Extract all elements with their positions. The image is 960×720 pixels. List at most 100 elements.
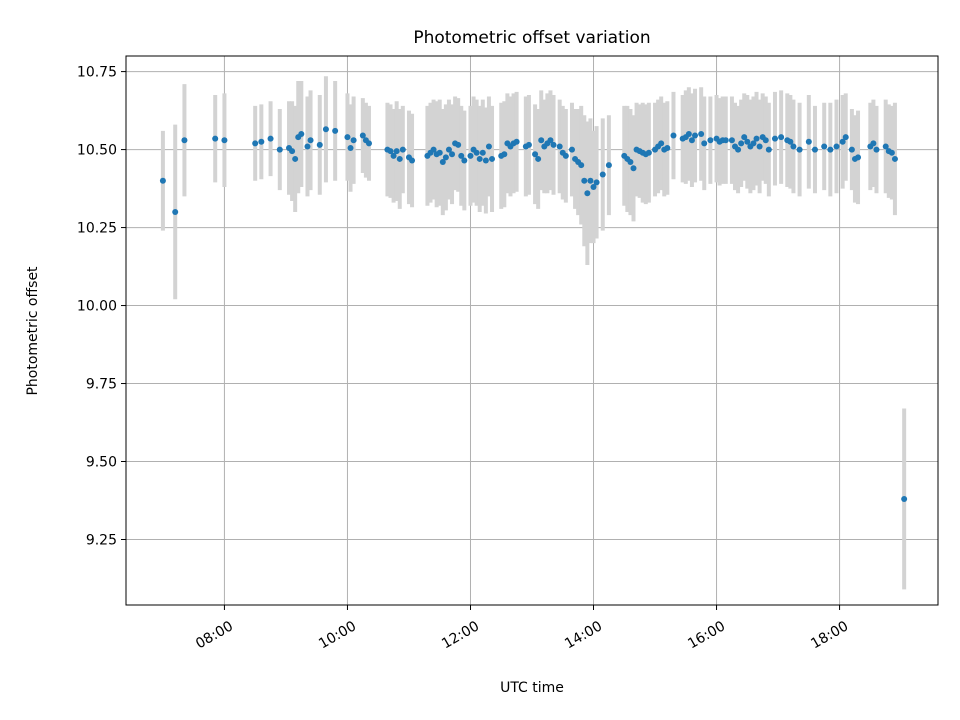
data-point (458, 152, 465, 159)
data-point (728, 137, 735, 144)
data-point (449, 151, 456, 158)
data-point (735, 146, 742, 153)
data-point (390, 152, 397, 159)
data-point (855, 154, 862, 161)
data-point (393, 148, 400, 155)
data-point (307, 137, 314, 144)
data-point (627, 159, 634, 166)
data-point (796, 146, 803, 153)
data-point (159, 177, 166, 184)
data-point (547, 137, 554, 144)
data-point (811, 146, 818, 153)
data-point (891, 155, 898, 162)
data-point (181, 137, 188, 144)
data-point (756, 143, 763, 150)
data-point (685, 130, 692, 137)
data-point (827, 146, 834, 153)
data-points (159, 126, 908, 502)
data-point (430, 146, 437, 153)
x-axis-ticks: 08:00 10:00 12:00 14:00 16:00 18:00 (193, 605, 851, 652)
y-tick-label: 10.00 (77, 299, 117, 315)
data-point (664, 145, 671, 152)
data-point (212, 135, 219, 142)
data-point (698, 130, 705, 137)
data-point (670, 132, 677, 139)
data-point (445, 146, 452, 153)
data-point (461, 157, 468, 164)
data-point (870, 140, 877, 147)
data-point (399, 146, 406, 153)
data-point (753, 135, 760, 142)
x-tick-label: 10:00 (316, 618, 359, 652)
data-point (409, 157, 416, 164)
data-point (630, 165, 637, 172)
data-point (765, 146, 772, 153)
data-point (489, 155, 496, 162)
data-point (436, 149, 443, 156)
data-point (593, 179, 600, 186)
data-point (833, 143, 840, 150)
data-point (888, 149, 895, 156)
data-point (901, 495, 908, 502)
data-point (538, 137, 545, 144)
data-point (387, 148, 394, 155)
chart-title: Photometric offset variation (413, 28, 650, 48)
data-point (658, 140, 665, 147)
data-point (359, 132, 366, 139)
data-point (821, 143, 828, 150)
data-point (292, 155, 299, 162)
data-point (513, 138, 520, 145)
data-point (645, 149, 652, 156)
y-axis-ticks: 9.25 9.50 9.75 10.00 10.25 10.50 10.75 (77, 65, 126, 548)
data-point (568, 146, 575, 153)
data-point (439, 159, 446, 166)
x-axis-label: UTC time (500, 680, 564, 696)
data-point (581, 177, 588, 184)
data-point (298, 130, 305, 137)
data-point (692, 132, 699, 139)
data-point (590, 184, 597, 191)
data-point (556, 143, 563, 150)
x-tick-label: 18:00 (808, 618, 851, 652)
data-point (873, 146, 880, 153)
data-point (701, 140, 708, 147)
data-point (479, 149, 486, 156)
data-point (605, 162, 612, 169)
y-tick-label: 10.25 (77, 221, 117, 237)
data-point (750, 140, 757, 147)
data-point (350, 137, 357, 144)
data-point (599, 171, 606, 178)
data-point (316, 141, 323, 148)
data-point (882, 143, 889, 150)
data-point (304, 143, 311, 150)
y-tick-label: 10.75 (77, 65, 117, 81)
y-tick-label: 9.75 (86, 377, 117, 393)
data-point (707, 137, 714, 144)
data-point (738, 140, 745, 147)
data-point (525, 141, 532, 148)
data-point (473, 149, 480, 156)
data-point (455, 141, 462, 148)
data-point (842, 134, 849, 141)
data-point (771, 135, 778, 142)
data-point (276, 146, 283, 153)
data-point (584, 190, 591, 197)
data-point (787, 138, 794, 145)
data-point (485, 143, 492, 150)
data-point (482, 157, 489, 164)
data-point (587, 177, 594, 184)
data-point (535, 155, 542, 162)
data-point (741, 134, 748, 141)
data-point (562, 152, 569, 159)
data-point (762, 137, 769, 144)
data-point (322, 126, 329, 133)
data-point (578, 162, 585, 169)
data-point (258, 138, 265, 145)
data-point (744, 138, 751, 145)
data-point (332, 127, 339, 134)
data-point (722, 137, 729, 144)
y-tick-label: 9.25 (86, 532, 117, 548)
data-point (688, 137, 695, 144)
x-tick-label: 16:00 (685, 618, 728, 652)
data-point (442, 154, 449, 161)
